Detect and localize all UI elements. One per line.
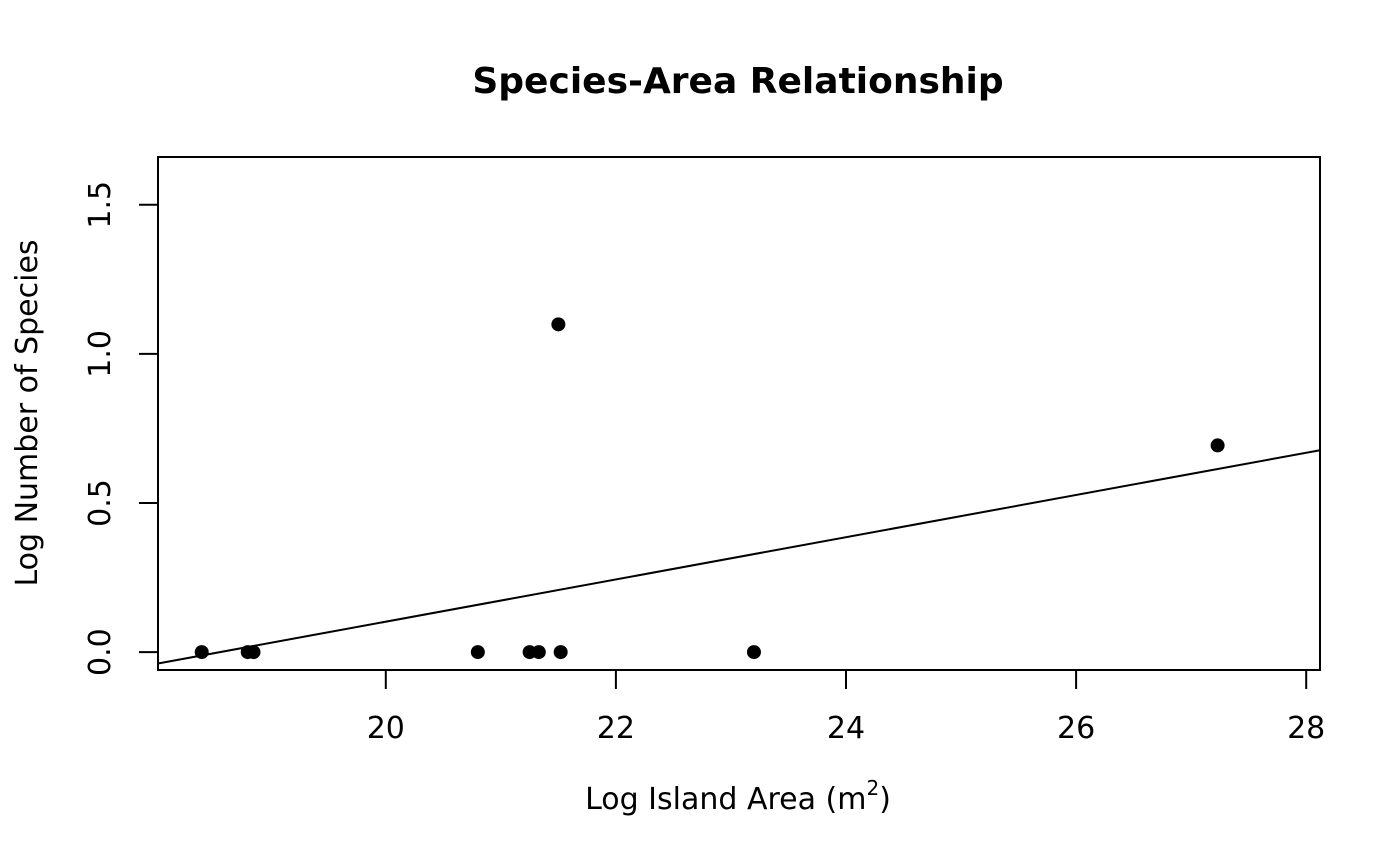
chart-title: Species-Area Relationship: [472, 61, 1003, 102]
data-point-2: [246, 645, 261, 660]
plot-frame: [157, 156, 1321, 671]
fit-line-group: [157, 449, 1321, 665]
data-point-0: [194, 645, 209, 660]
x-tick-label-4: 28: [1287, 711, 1325, 746]
y-axis: 0.0 0.5 1.0 1.5: [83, 181, 158, 676]
data-point-6: [551, 317, 566, 332]
x-tick-label-0: 20: [367, 711, 405, 746]
data-point-5: [531, 645, 546, 660]
y-tick-label-3: 1.5: [83, 181, 118, 229]
x-tick-label-2: 24: [827, 711, 865, 746]
data-points: [194, 317, 1225, 660]
x-tick-label-3: 26: [1057, 711, 1095, 746]
x-tick-label-1: 22: [597, 711, 635, 746]
data-point-9: [1210, 438, 1225, 453]
y-tick-label-2: 1.0: [83, 330, 118, 378]
y-tick-label-0: 0.0: [83, 628, 118, 676]
data-point-8: [746, 645, 761, 660]
data-point-3: [470, 645, 485, 660]
data-point-7: [553, 645, 568, 660]
regression-line: [157, 449, 1321, 665]
x-axis: 20 22 24 26 28: [367, 670, 1325, 746]
y-axis-label: Log Number of Species: [10, 239, 45, 586]
x-axis-label: Log Island Area (m2): [585, 776, 891, 817]
y-tick-label-1: 0.5: [83, 479, 118, 527]
